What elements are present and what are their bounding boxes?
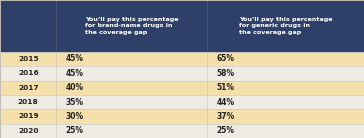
Bar — [0, 66, 364, 80]
Text: 25%: 25% — [217, 126, 234, 135]
Text: 45%: 45% — [66, 69, 83, 78]
Text: 35%: 35% — [66, 98, 83, 107]
Text: 45%: 45% — [66, 54, 83, 63]
Text: You’ll pay this percentage
for brand-name drugs in
the coverage gap: You’ll pay this percentage for brand-nam… — [85, 17, 179, 35]
Text: 2015: 2015 — [18, 56, 39, 62]
Text: You’ll pay this percentage
for generic drugs in
the coverage gap: You’ll pay this percentage for generic d… — [239, 17, 332, 35]
Text: 44%: 44% — [217, 98, 235, 107]
Text: 2016: 2016 — [18, 70, 39, 76]
Text: 58%: 58% — [217, 69, 235, 78]
Bar — [0, 0, 364, 52]
Bar — [0, 95, 364, 109]
Text: 37%: 37% — [217, 112, 235, 121]
Text: 2019: 2019 — [18, 113, 39, 119]
Text: 2020: 2020 — [18, 128, 39, 134]
Bar — [0, 52, 364, 66]
Text: 25%: 25% — [66, 126, 83, 135]
Text: 51%: 51% — [217, 83, 234, 92]
Text: 2017: 2017 — [18, 85, 39, 91]
Bar — [0, 80, 364, 95]
Bar — [0, 109, 364, 124]
Text: 40%: 40% — [66, 83, 84, 92]
Text: 65%: 65% — [217, 54, 234, 63]
Bar — [0, 124, 364, 138]
Text: 30%: 30% — [66, 112, 84, 121]
Text: 2018: 2018 — [18, 99, 39, 105]
